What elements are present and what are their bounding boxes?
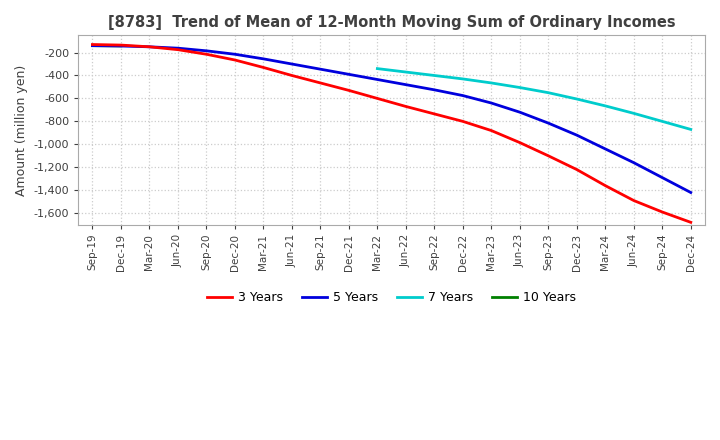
7 Years (459, 76, 467, 81)
5 Years (230, 51, 239, 57)
10 Years (88, 43, 96, 48)
3 Years (316, 81, 325, 86)
5 Years (373, 77, 382, 82)
3 Years (373, 96, 382, 101)
5 Years (88, 43, 96, 48)
5 Years (345, 72, 354, 77)
3 Years (202, 51, 211, 57)
3 Years (174, 47, 182, 52)
3 Years (345, 88, 354, 93)
5 Years (459, 93, 467, 98)
7 Years (373, 66, 382, 71)
Line: 5 Years: 5 Years (92, 46, 690, 193)
Line: 7 Years: 7 Years (377, 69, 690, 129)
5 Years (516, 110, 524, 115)
3 Years (88, 42, 96, 47)
7 Years (601, 103, 610, 109)
7 Years (629, 111, 638, 116)
5 Years (259, 56, 268, 62)
3 Years (686, 220, 695, 225)
Y-axis label: Amount (million yen): Amount (million yen) (15, 64, 28, 196)
5 Years (316, 66, 325, 72)
3 Years (430, 111, 438, 117)
5 Years (202, 48, 211, 54)
7 Years (487, 81, 495, 86)
3 Years (117, 42, 125, 48)
5 Years (544, 121, 553, 126)
5 Years (117, 44, 125, 49)
3 Years (145, 44, 154, 49)
3 Years (629, 198, 638, 203)
3 Years (572, 167, 581, 172)
7 Years (402, 70, 410, 75)
Title: [8783]  Trend of Mean of 12-Month Moving Sum of Ordinary Incomes: [8783] Trend of Mean of 12-Month Moving … (108, 15, 675, 30)
3 Years (259, 65, 268, 70)
5 Years (658, 175, 667, 180)
3 Years (287, 73, 296, 78)
7 Years (572, 96, 581, 102)
5 Years (601, 146, 610, 151)
3 Years (487, 128, 495, 133)
3 Years (544, 153, 553, 158)
5 Years (572, 132, 581, 138)
10 Years (117, 43, 125, 48)
5 Years (402, 82, 410, 87)
7 Years (544, 90, 553, 95)
7 Years (658, 119, 667, 124)
3 Years (459, 119, 467, 124)
7 Years (686, 127, 695, 132)
5 Years (174, 46, 182, 51)
3 Years (230, 57, 239, 62)
Line: 3 Years: 3 Years (92, 44, 690, 222)
7 Years (516, 85, 524, 90)
5 Years (686, 190, 695, 195)
3 Years (601, 183, 610, 188)
5 Years (287, 61, 296, 66)
5 Years (145, 44, 154, 49)
7 Years (430, 73, 438, 78)
5 Years (430, 87, 438, 92)
3 Years (402, 104, 410, 109)
3 Years (516, 140, 524, 145)
5 Years (629, 160, 638, 165)
Legend: 3 Years, 5 Years, 7 Years, 10 Years: 3 Years, 5 Years, 7 Years, 10 Years (202, 286, 581, 309)
5 Years (487, 100, 495, 106)
3 Years (658, 209, 667, 215)
